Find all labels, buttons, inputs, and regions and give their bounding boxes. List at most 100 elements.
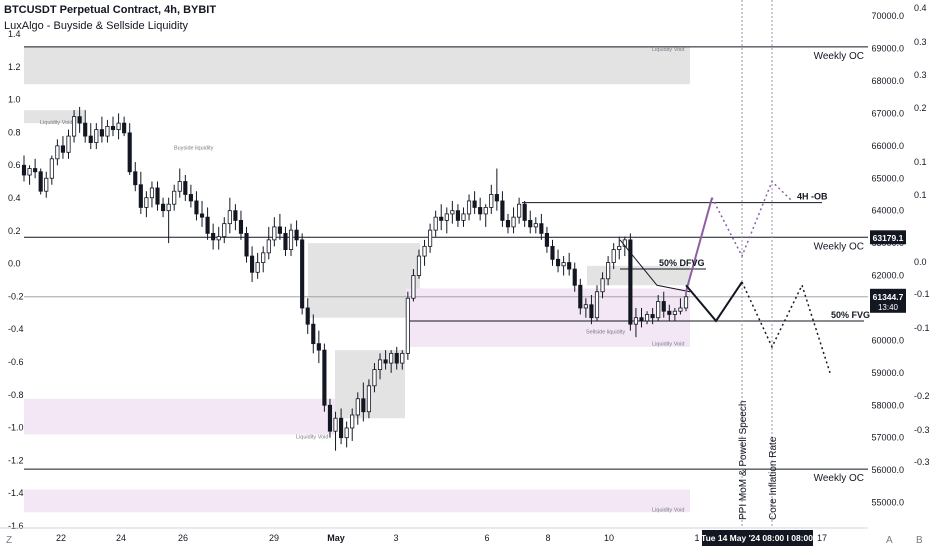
x-tick-label: 8: [545, 533, 550, 543]
liquidity-label: Sellside liquidity: [586, 329, 625, 335]
candle-body: [344, 427, 349, 439]
oscillator-tick-label: 0.1: [914, 157, 927, 167]
candle-body: [672, 310, 677, 315]
candle-body: [33, 168, 38, 173]
candle-body: [83, 122, 88, 137]
auto-scale-button[interactable]: A: [886, 535, 893, 546]
oscillator-tick-label: 0.3: [914, 70, 927, 80]
candle-body: [77, 116, 82, 124]
left-tick-label: 0.2: [8, 226, 21, 236]
x-tick-label: 6: [484, 533, 489, 543]
candle-body: [633, 317, 639, 325]
left-tick-label: 0.4: [8, 193, 21, 203]
candle-body: [21, 164, 27, 176]
countdown-tag: 13:40: [878, 303, 899, 312]
candle-body: [355, 398, 360, 416]
candle-body: [644, 314, 650, 322]
candle-body: [366, 385, 371, 413]
candle-body: [650, 314, 655, 319]
bearish-projection-dotted: [741, 281, 831, 374]
price-tick-label: 58000.0: [871, 400, 904, 410]
candle-body: [122, 122, 127, 134]
candle-body: [500, 200, 505, 221]
projection-drawings: [619, 180, 831, 374]
price-tick-label: 56000.0: [871, 465, 904, 475]
x-tick-label: 3: [393, 533, 398, 543]
liquidity-void-zone: [308, 243, 420, 318]
candle-body: [116, 122, 121, 131]
candle-body: [138, 184, 143, 208]
z-button[interactable]: Z: [6, 535, 13, 546]
level-lines: [24, 0, 868, 528]
candle-body: [322, 349, 327, 406]
liquidity-void-zone: [587, 265, 690, 286]
candle-body: [606, 262, 611, 280]
x-tick-label: 17: [817, 533, 827, 543]
annotation-label: 4H -OB: [797, 192, 828, 202]
price-tick-label: 55000.0: [871, 498, 904, 508]
candle-body: [211, 232, 216, 241]
candle-body: [517, 203, 522, 218]
candle-body: [188, 194, 193, 202]
candle-body: [283, 232, 288, 250]
candle-body: [683, 296, 689, 309]
x-tick-label: 1: [694, 533, 699, 543]
candle-body: [316, 343, 321, 351]
left-tick-label: 1.4: [8, 29, 21, 39]
candle-body: [339, 417, 344, 439]
candle-body: [305, 307, 310, 325]
candle-body: [166, 203, 171, 212]
oscillator-tick-label: 0.3: [914, 37, 927, 47]
candle-body: [233, 210, 238, 221]
candle-body: [199, 213, 205, 218]
candle-body: [550, 245, 555, 260]
candle-body: [255, 262, 260, 273]
candle-body: [511, 216, 516, 228]
candle-body: [466, 200, 472, 215]
last-price-tag-bg: [870, 288, 906, 313]
log-scale-button[interactable]: B: [916, 535, 923, 546]
liquidity-void-zone: [24, 46, 690, 85]
left-tick-label: -0.6: [8, 357, 24, 367]
oscillator-tick-label: -0.1: [914, 289, 930, 299]
candle-body: [544, 232, 549, 247]
candle-body: [394, 352, 399, 364]
candle-body: [600, 278, 605, 293]
last-price-tag: 61344.7: [873, 292, 904, 302]
oscillator-tick-label: -0.3: [914, 425, 930, 435]
price-tick-label: 67000.0: [871, 108, 904, 118]
x-tick-label: May: [327, 533, 345, 543]
level-tag-bg: [870, 230, 906, 245]
liquidity-label: Liquidity Void: [40, 120, 72, 126]
candle-body: [611, 249, 616, 263]
candle-body: [389, 352, 394, 364]
candle-body: [294, 229, 299, 241]
candle-body: [377, 359, 383, 370]
candle-body: [472, 200, 477, 208]
price-tick-label: 69000.0: [871, 44, 904, 54]
candle-body: [539, 223, 544, 234]
weekly-oc-label: Weekly OC: [814, 51, 864, 62]
candle-body: [383, 359, 388, 364]
candle-body: [483, 207, 488, 215]
candle-body: [327, 404, 333, 432]
candle-body: [628, 239, 633, 325]
candle-body: [561, 262, 566, 267]
left-tick-label: 0.0: [8, 259, 21, 269]
left-tick-label: 1.2: [8, 62, 21, 72]
candle-body: [667, 310, 672, 315]
left-tick-label: -1.4: [8, 488, 24, 498]
candle-body: [567, 262, 572, 270]
price-tick-label: 57000.0: [871, 433, 904, 443]
candle-body: [94, 129, 99, 143]
candle-body: [439, 216, 444, 221]
candle-body: [405, 297, 410, 354]
x-tick-label: 26: [178, 533, 188, 543]
candle-body: [133, 171, 138, 186]
candle-body: [400, 352, 405, 364]
price-tick-label: 70000.0: [871, 11, 904, 21]
liquidity-void-zone: [24, 110, 84, 124]
candle-body: [416, 255, 422, 276]
oscillator-tick-label: -0.2: [914, 391, 930, 401]
